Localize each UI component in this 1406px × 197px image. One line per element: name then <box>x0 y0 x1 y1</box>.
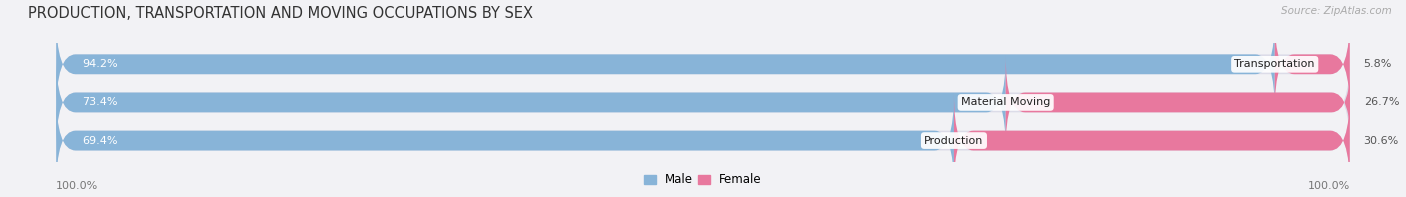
FancyBboxPatch shape <box>56 55 1005 150</box>
Text: 100.0%: 100.0% <box>1308 181 1350 191</box>
Text: 5.8%: 5.8% <box>1362 59 1391 69</box>
Legend: Male, Female: Male, Female <box>640 169 766 191</box>
Text: Production: Production <box>924 136 984 146</box>
Text: 30.6%: 30.6% <box>1362 136 1398 146</box>
FancyBboxPatch shape <box>56 17 1275 112</box>
Text: Transportation: Transportation <box>1234 59 1315 69</box>
FancyBboxPatch shape <box>56 17 1350 112</box>
Text: 26.7%: 26.7% <box>1364 98 1399 107</box>
FancyBboxPatch shape <box>56 93 953 188</box>
FancyBboxPatch shape <box>1275 17 1350 112</box>
Text: 94.2%: 94.2% <box>82 59 118 69</box>
FancyBboxPatch shape <box>56 55 1350 150</box>
FancyBboxPatch shape <box>1005 55 1351 150</box>
Text: 69.4%: 69.4% <box>82 136 118 146</box>
Text: PRODUCTION, TRANSPORTATION AND MOVING OCCUPATIONS BY SEX: PRODUCTION, TRANSPORTATION AND MOVING OC… <box>28 6 533 21</box>
Text: Source: ZipAtlas.com: Source: ZipAtlas.com <box>1281 6 1392 16</box>
FancyBboxPatch shape <box>56 93 1350 188</box>
Text: 100.0%: 100.0% <box>56 181 98 191</box>
Text: Material Moving: Material Moving <box>960 98 1050 107</box>
FancyBboxPatch shape <box>953 93 1350 188</box>
Text: 73.4%: 73.4% <box>82 98 118 107</box>
